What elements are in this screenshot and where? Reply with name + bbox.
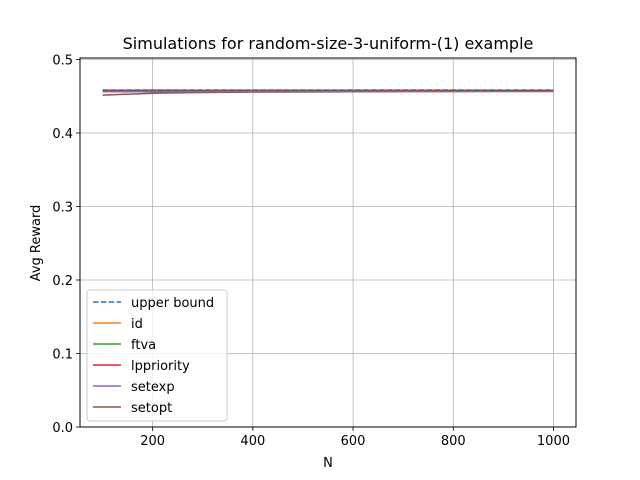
legend-box [86,289,228,422]
y-tick-label: 0.4 [52,127,73,142]
ticks: 200 400 600 800 1000 0.0 0.1 0.2 0.3 0.4 0.5 [52,53,570,449]
legend-label: lppriority [131,359,190,374]
legend-label: setexp [131,380,175,395]
x-tick-label: 1000 [537,434,570,449]
legend-label: setopt [131,401,172,416]
grid [80,58,576,428]
y-tick-label: 0.3 [52,200,73,215]
legend-label: ftva [131,338,156,353]
legend: upper bound id ftva lppriority setexp setopt [86,289,228,422]
legend-label: upper bound [131,296,214,311]
chart-title: Simulations for random-size-3-uniform-(1… [123,34,534,53]
x-axis-label: N [323,456,333,471]
x-tick-label: 800 [441,434,466,449]
y-tick-label: 0.0 [52,421,73,436]
series-line-setexp [102,90,554,93]
y-axis-label: Avg Reward [29,205,44,282]
x-tick-label: 600 [341,434,366,449]
plot-frame [79,57,577,428]
series-group [102,89,554,96]
y-tick-label: 0.5 [52,53,73,68]
y-tick-label: 0.2 [52,274,73,289]
x-tick-label: 200 [140,434,165,449]
legend-label: id [131,317,143,332]
y-tick-label: 0.1 [52,347,73,362]
x-tick-label: 400 [240,434,265,449]
